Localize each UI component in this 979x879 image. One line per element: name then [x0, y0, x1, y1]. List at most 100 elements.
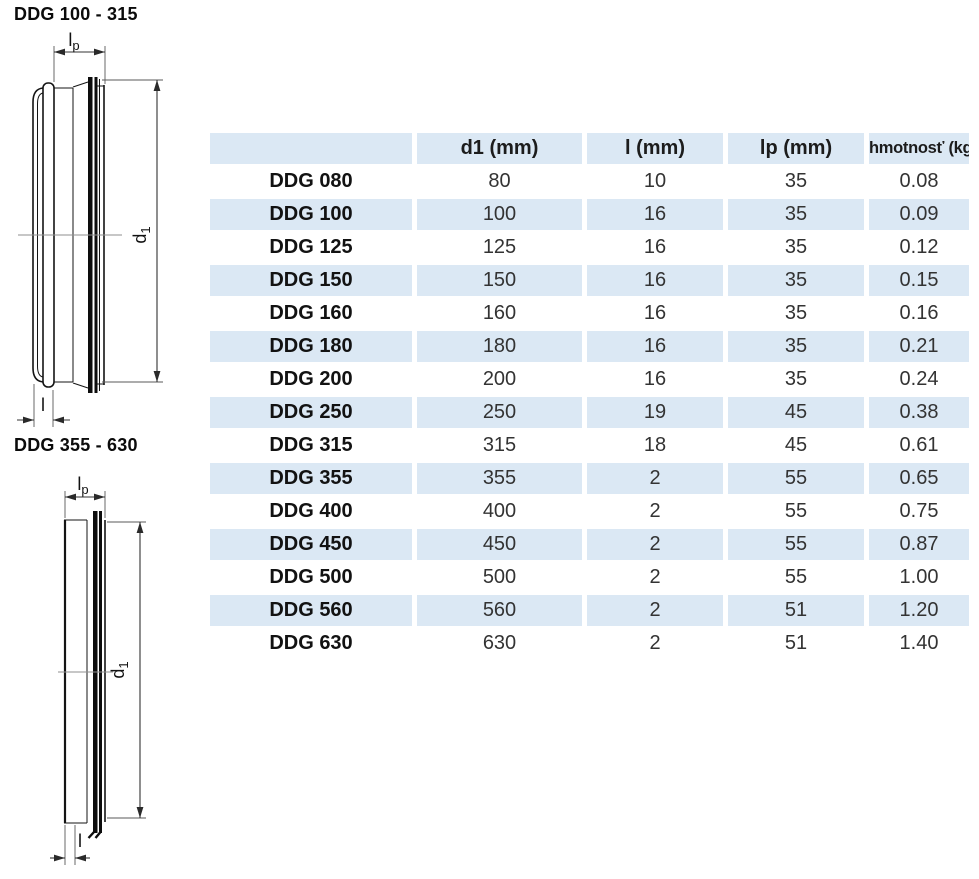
- d1-value: 125: [482, 236, 517, 258]
- l-value: 18: [643, 434, 667, 456]
- d1-value: 200: [482, 368, 517, 390]
- l-value: 16: [587, 331, 723, 362]
- d1-value: 250: [417, 397, 582, 428]
- l-value: 2: [587, 529, 723, 560]
- lp-value: 35: [784, 236, 808, 258]
- l-value: 2: [587, 463, 723, 494]
- weight-value: 0.87: [869, 529, 969, 560]
- drawing-title-top: DDG 100 - 315: [14, 4, 138, 24]
- lp-value: 51: [784, 632, 808, 654]
- weight-value: 0.12: [899, 236, 939, 258]
- col-header-product: [210, 133, 412, 164]
- lp-value: 35: [784, 302, 808, 324]
- dim-label-l: l: [41, 395, 45, 415]
- dim-lp: lp: [64, 474, 106, 518]
- dim-label-l: l: [78, 831, 82, 851]
- spec-table-body: DDG 080 80 10 35 0.08 DDG 100 100 16 35 …: [210, 166, 969, 659]
- product-name: DDG 150: [210, 265, 412, 296]
- lp-value: 55: [728, 463, 864, 494]
- d1-value: 560: [417, 595, 582, 626]
- weight-value: 0.15: [869, 265, 969, 296]
- d1-value: 150: [417, 265, 582, 296]
- table-row: DDG 315 315 18 45 0.61: [210, 430, 969, 461]
- lp-value: 35: [784, 368, 808, 390]
- lp-value: 35: [728, 199, 864, 230]
- weight-value: 0.75: [899, 500, 939, 522]
- product-name: DDG 500: [269, 566, 353, 588]
- table-header-row: d1 (mm) l (mm) lp (mm) hmotnosť (kg): [210, 133, 969, 164]
- product-name: DDG 630: [269, 632, 353, 654]
- product-name: DDG 080: [269, 170, 353, 192]
- dim-d1: d1: [102, 79, 163, 383]
- lp-value: 55: [728, 529, 864, 560]
- lp-value: 51: [728, 595, 864, 626]
- l-value: 16: [587, 265, 723, 296]
- product-name: DDG 355: [210, 463, 412, 494]
- d1-value: 180: [417, 331, 582, 362]
- l-value: 2: [587, 595, 723, 626]
- weight-value: 0.21: [869, 331, 969, 362]
- dim-d1: d1: [107, 521, 146, 819]
- product-name: DDG 180: [210, 331, 412, 362]
- d1-value: 400: [482, 500, 517, 522]
- product-name: DDG 250: [210, 397, 412, 428]
- table-row: DDG 100 100 16 35 0.09: [210, 199, 969, 230]
- lp-value: 55: [784, 566, 808, 588]
- col-header-l: l (mm): [587, 133, 723, 164]
- cap-profile: [63, 511, 106, 839]
- d1-value: 355: [417, 463, 582, 494]
- weight-value: 0.16: [899, 302, 939, 324]
- table-row: DDG 560 560 2 51 1.20: [210, 595, 969, 626]
- l-value: 2: [649, 632, 661, 654]
- weight-value: 0.09: [869, 199, 969, 230]
- l-value: 16: [643, 368, 667, 390]
- table-row: DDG 180 180 16 35 0.21: [210, 331, 969, 362]
- table-row: DDG 500 500 2 55 1.00: [210, 562, 969, 593]
- d1-value: 630: [482, 632, 517, 654]
- d1-value: 450: [417, 529, 582, 560]
- product-name: DDG 560: [210, 595, 412, 626]
- weight-value: 0.65: [869, 463, 969, 494]
- lp-value: 45: [728, 397, 864, 428]
- table-row: DDG 450 450 2 55 0.87: [210, 529, 969, 560]
- col-header-lp: lp (mm): [728, 133, 864, 164]
- lp-value: 35: [784, 170, 808, 192]
- l-value: 2: [649, 500, 661, 522]
- lp-value: 45: [784, 434, 808, 456]
- lp-value: 55: [784, 500, 808, 522]
- d1-value: 80: [488, 170, 511, 192]
- table-row: DDG 200 200 16 35 0.24: [210, 364, 969, 395]
- dim-l: l: [50, 825, 90, 865]
- dim-label-d1: d1: [130, 226, 153, 243]
- dim-label-lp: lp: [68, 30, 79, 53]
- weight-value: 0.61: [899, 434, 939, 456]
- col-header-d1: d1 (mm): [417, 133, 582, 164]
- dim-label-lp: lp: [77, 474, 88, 497]
- dim-label-d1: d1: [108, 661, 131, 678]
- dim-l: l: [17, 384, 70, 427]
- product-name: DDG 315: [269, 434, 353, 456]
- drawing-ddg-100-315: lp d1 l: [17, 30, 163, 427]
- spec-table: d1 (mm) l (mm) lp (mm) hmotnosť (kg) DDG…: [205, 131, 974, 661]
- lp-value: 35: [728, 265, 864, 296]
- table-row: DDG 630 630 2 51 1.40: [210, 628, 969, 659]
- d1-value: 100: [417, 199, 582, 230]
- product-name: DDG 200: [269, 368, 353, 390]
- l-value: 16: [643, 236, 667, 258]
- l-value: 19: [587, 397, 723, 428]
- drawing-title-bottom: DDG 355 - 630: [14, 435, 138, 455]
- product-name: DDG 450: [210, 529, 412, 560]
- product-name: DDG 100: [210, 199, 412, 230]
- drawing-ddg-355-630: lp d1 l: [50, 474, 146, 865]
- product-name: DDG 160: [269, 302, 353, 324]
- weight-value: 0.24: [899, 368, 939, 390]
- l-value: 10: [643, 170, 667, 192]
- table-row: DDG 250 250 19 45 0.38: [210, 397, 969, 428]
- col-header-weight: hmotnosť (kg): [869, 133, 969, 164]
- d1-value: 160: [482, 302, 517, 324]
- weight-value: 0.38: [869, 397, 969, 428]
- weight-value: 1.20: [869, 595, 969, 626]
- table-row: DDG 400 400 2 55 0.75: [210, 496, 969, 527]
- table-row: DDG 355 355 2 55 0.65: [210, 463, 969, 494]
